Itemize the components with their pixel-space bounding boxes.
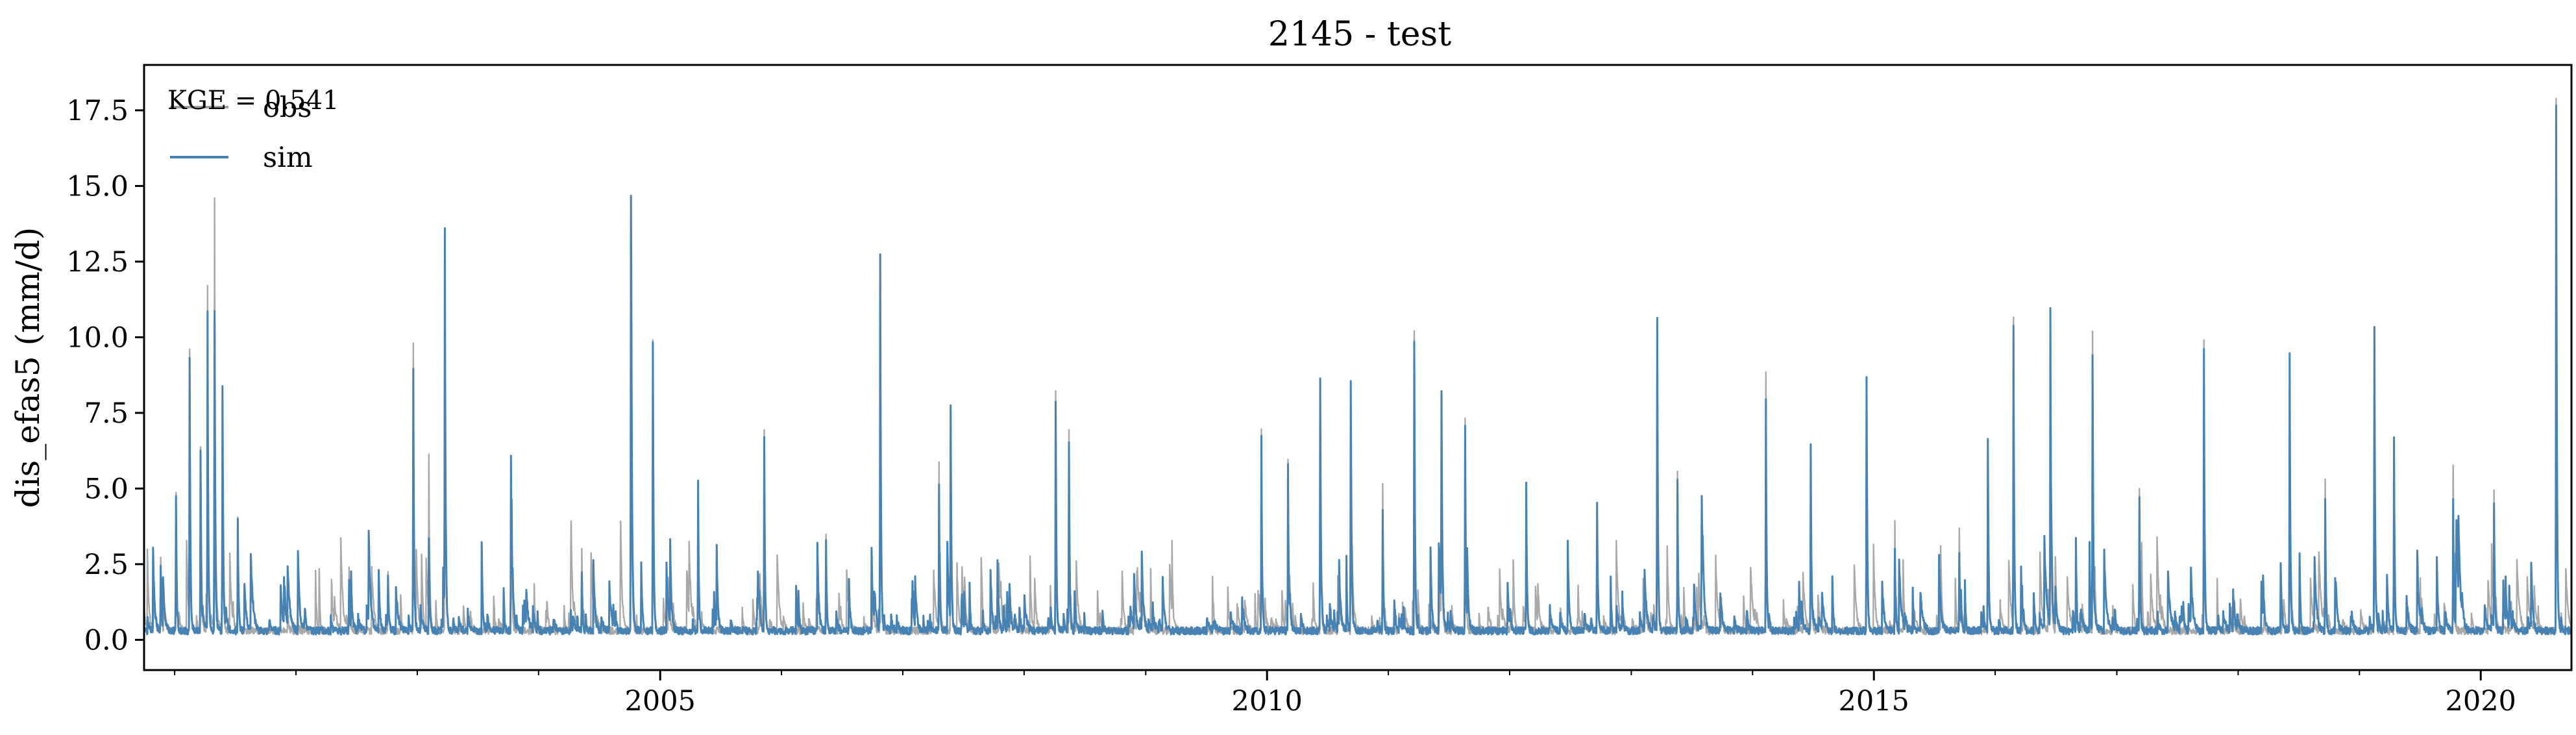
legend-label-sim: sim bbox=[263, 142, 313, 174]
legend: obs sim bbox=[170, 92, 313, 174]
y-axis: 0.0 2.5 5.0 7.5 10.0 12.5 15.0 17.5 bbox=[66, 95, 144, 656]
y-tick-label: 2.5 bbox=[84, 549, 129, 581]
plot-area bbox=[144, 65, 2571, 670]
x-tick-label: 2020 bbox=[2445, 685, 2516, 717]
x-tick-label: 2005 bbox=[624, 685, 695, 717]
legend-label-obs: obs bbox=[263, 92, 312, 124]
chart-title: 2145 - test bbox=[1268, 15, 1451, 54]
y-axis-label: dis_efas5 (mm/d) bbox=[9, 227, 47, 508]
y-tick-label: 0.0 bbox=[84, 624, 129, 656]
series-layer bbox=[143, 97, 2573, 636]
y-tick-label: 12.5 bbox=[66, 246, 129, 279]
y-tick-label: 10.0 bbox=[66, 321, 129, 354]
x-tick-label: 2010 bbox=[1231, 685, 1302, 717]
series-line-sim bbox=[143, 105, 2573, 636]
y-tick-label: 5.0 bbox=[84, 473, 129, 505]
y-tick-label: 7.5 bbox=[84, 397, 129, 430]
kge-annotation: KGE = 0.541 bbox=[167, 86, 339, 116]
plot-frame bbox=[143, 64, 2573, 671]
y-tick-label: 17.5 bbox=[66, 95, 129, 127]
x-tick-label: 2015 bbox=[1838, 685, 1909, 717]
x-axis: 2005 2010 2015 2020 bbox=[174, 670, 2516, 717]
y-tick-label: 15.0 bbox=[66, 170, 129, 203]
